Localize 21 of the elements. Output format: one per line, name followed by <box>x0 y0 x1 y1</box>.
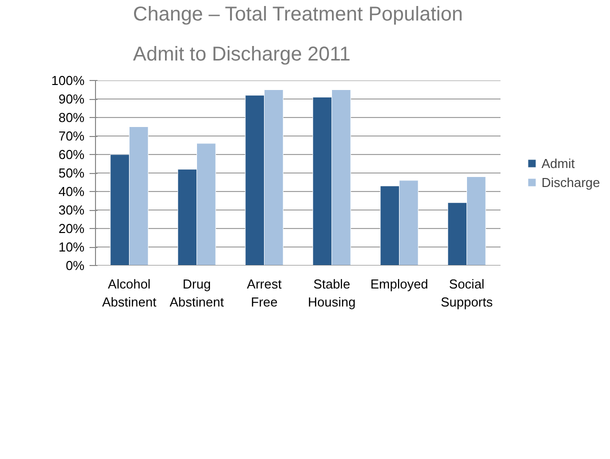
y-tick-label: 60% <box>58 147 85 162</box>
y-tick-label: 20% <box>58 221 85 236</box>
x-tick-label: Stable Housing <box>308 276 356 310</box>
x-tick-label: Social Supports <box>440 276 494 310</box>
y-tick-label: 0% <box>66 258 85 273</box>
x-tick-label: Arrest Free <box>246 276 282 310</box>
legend-label: Admit <box>541 156 575 170</box>
x-tick-label: Drug Abstinent <box>170 276 224 310</box>
y-tick-label: 100% <box>51 73 85 88</box>
chart-title: Change – Total Treatment Population <box>133 4 463 26</box>
y-tick-label: 80% <box>58 110 85 125</box>
chart-subtitle: Admit to Discharge 2011 <box>133 44 351 66</box>
y-tick-label: 10% <box>58 240 85 254</box>
y-tick-label: 30% <box>58 202 85 218</box>
y-tick-label: 90% <box>58 92 85 106</box>
legend-label: Discharge <box>541 174 600 190</box>
x-tick-label: Employed <box>370 276 428 292</box>
y-tick-label: 70% <box>58 128 85 144</box>
y-tick-label: 50% <box>58 166 85 180</box>
y-tick-label: 40% <box>58 184 85 199</box>
x-tick-label: Alcohol Abstinent <box>102 276 157 310</box>
